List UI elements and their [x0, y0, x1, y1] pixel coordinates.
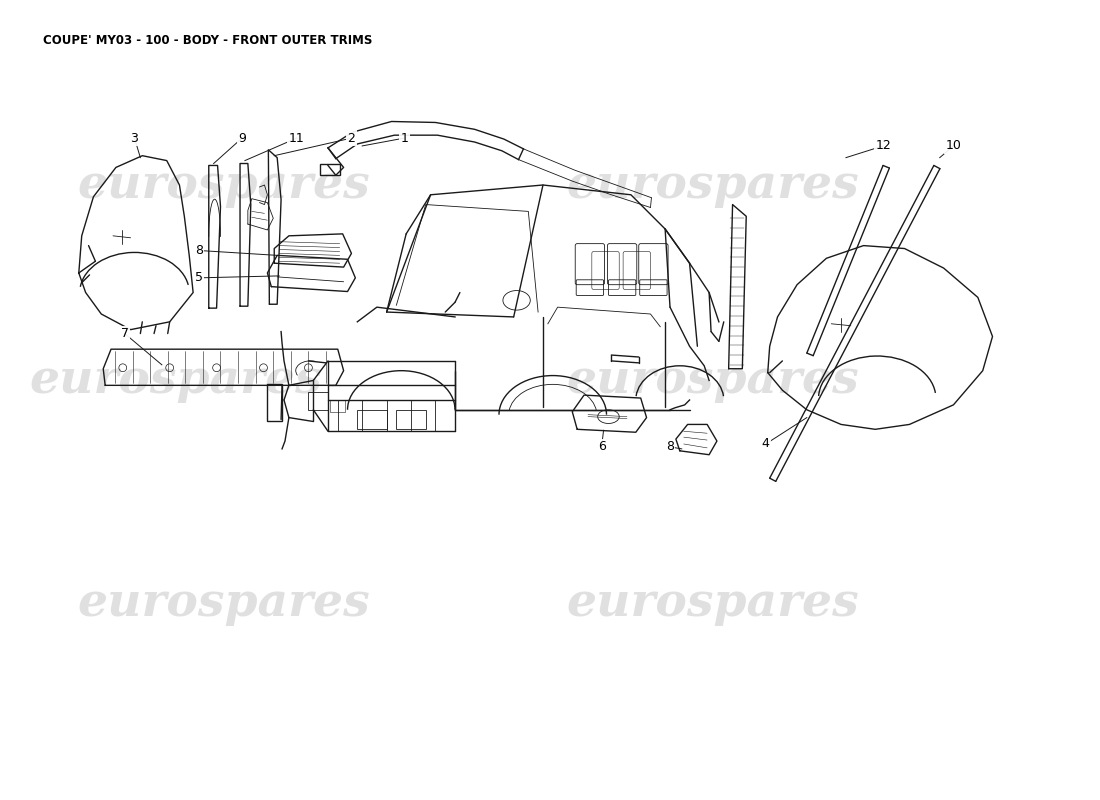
Text: 3: 3: [131, 132, 139, 145]
Text: eurospares: eurospares: [77, 580, 371, 626]
Text: 8: 8: [666, 441, 674, 454]
Text: 10: 10: [946, 139, 961, 153]
Text: 8: 8: [195, 244, 204, 257]
Text: 2: 2: [348, 132, 355, 145]
Text: eurospares: eurospares: [30, 358, 322, 403]
Text: 5: 5: [195, 271, 204, 284]
Text: 1: 1: [400, 132, 408, 145]
Text: 7: 7: [121, 327, 129, 340]
Text: eurospares: eurospares: [77, 162, 371, 208]
Text: 6: 6: [597, 441, 605, 454]
Text: eurospares: eurospares: [566, 358, 859, 403]
Text: eurospares: eurospares: [566, 580, 859, 626]
Text: 11: 11: [289, 132, 305, 145]
Text: 4: 4: [762, 438, 770, 450]
Text: 9: 9: [238, 132, 246, 145]
Text: 12: 12: [876, 139, 891, 153]
Text: eurospares: eurospares: [566, 162, 859, 208]
Text: COUPE' MY03 - 100 - BODY - FRONT OUTER TRIMS: COUPE' MY03 - 100 - BODY - FRONT OUTER T…: [43, 34, 372, 46]
